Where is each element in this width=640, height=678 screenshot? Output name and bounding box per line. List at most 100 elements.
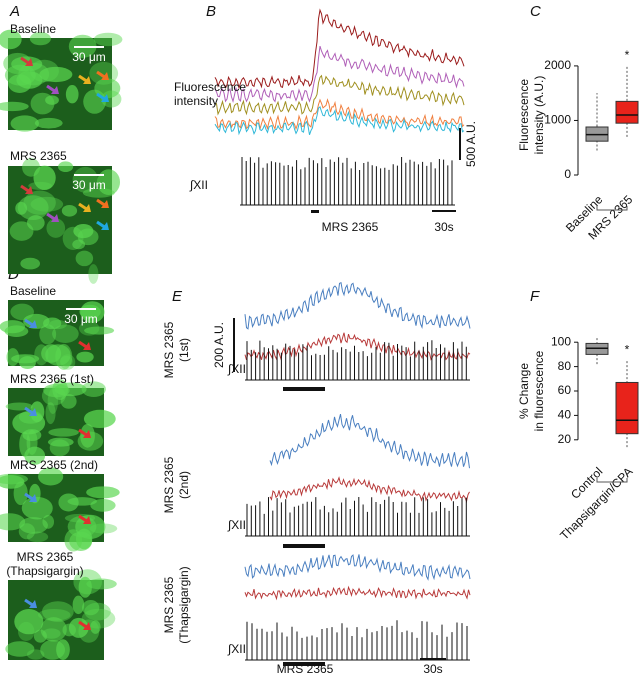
trace [244,585,471,601]
cell [24,446,46,465]
cell [89,61,119,85]
cell [0,475,25,489]
cell [41,601,74,622]
arrow-head [83,342,91,350]
arrow-head [83,204,91,212]
arrow-head [83,622,91,630]
y-label: intensity (A.U.) [532,76,546,155]
time-label: 30s [434,220,453,234]
cell [18,410,43,424]
panel-label: C [530,3,541,20]
cell [46,218,66,238]
cell [17,195,49,221]
cell [55,343,73,370]
y-tick-label: 1000 [544,113,571,127]
cell [86,486,120,499]
stim-label: MRS 2365 [322,220,379,234]
cell [75,250,94,267]
cell [10,303,34,321]
cell [23,313,50,329]
arrow-head [51,86,59,94]
cell [75,514,106,539]
trace [244,554,471,581]
cell [28,181,53,190]
scale-label: 200 A.U. [212,322,226,368]
arrow-head [101,72,109,80]
image-title: MRS 2365 (1st) [10,372,94,386]
stim-bar [311,210,319,213]
box [615,381,639,435]
cell [65,85,79,104]
cell [84,326,115,335]
bracket [596,478,628,483]
cell [30,92,55,115]
trace [269,476,470,504]
cell [39,324,57,345]
image-title: Baseline [10,22,56,36]
cell [0,513,26,531]
cell [47,437,74,447]
time-bar [420,658,446,660]
panel-label: D [8,266,19,283]
time-label: 30s [423,662,442,676]
cell [26,531,49,543]
cell [29,32,51,46]
arrow-head [25,58,33,66]
cell [78,576,92,598]
trace-label: ∫XII [227,642,246,656]
panel-label: A [9,3,20,20]
image-title: (Thapsigargin) [6,564,83,578]
arrow-head [51,214,59,222]
trace-label: ∫XII [227,362,246,376]
row-label: (Thapsigargin) [177,566,191,643]
scale-label: 30 μm [72,178,106,192]
arrow-head [29,600,37,608]
stim-bar [283,387,325,391]
cell [58,161,74,173]
cell [37,608,71,621]
arrow-head [83,76,91,84]
cell [11,354,40,364]
burst-trace [240,157,455,206]
trace [214,8,465,90]
cell [38,467,64,486]
row-label: MRS 2365 [162,456,176,513]
cell [0,29,22,50]
cell [0,320,26,334]
scale-label: 500 A.U. [464,121,478,167]
arrow-head [101,94,109,102]
y-tick-label: 80 [558,359,572,373]
cell [86,578,117,590]
y-label: in fluorescence [532,350,546,431]
cell [52,379,68,401]
cell [20,257,40,270]
y-tick-label: 2000 [544,58,571,72]
cell [34,117,63,129]
arrow-head [83,430,91,438]
burst-trace [245,340,470,381]
trace [244,282,471,330]
bracket [596,206,628,211]
image-title: MRS 2365 [10,149,67,163]
annotation: * [625,48,630,62]
cell [82,600,100,616]
scale-label: 30 μm [64,312,98,326]
arrow-head [29,408,37,416]
cell [40,639,66,660]
row-label: (2nd) [177,471,191,499]
image-title: MRS 2365 [17,550,74,564]
annotation: * [625,343,630,357]
cell [88,264,99,284]
cell [67,497,97,506]
cell [90,620,101,634]
y-tick-label: 20 [558,432,572,446]
cell [10,115,39,132]
arrow-head [101,200,109,208]
cell [33,165,56,191]
cell [83,409,116,429]
cell [81,381,106,398]
cell [72,166,99,193]
cell [62,623,76,637]
row-label: (1st) [177,338,191,362]
